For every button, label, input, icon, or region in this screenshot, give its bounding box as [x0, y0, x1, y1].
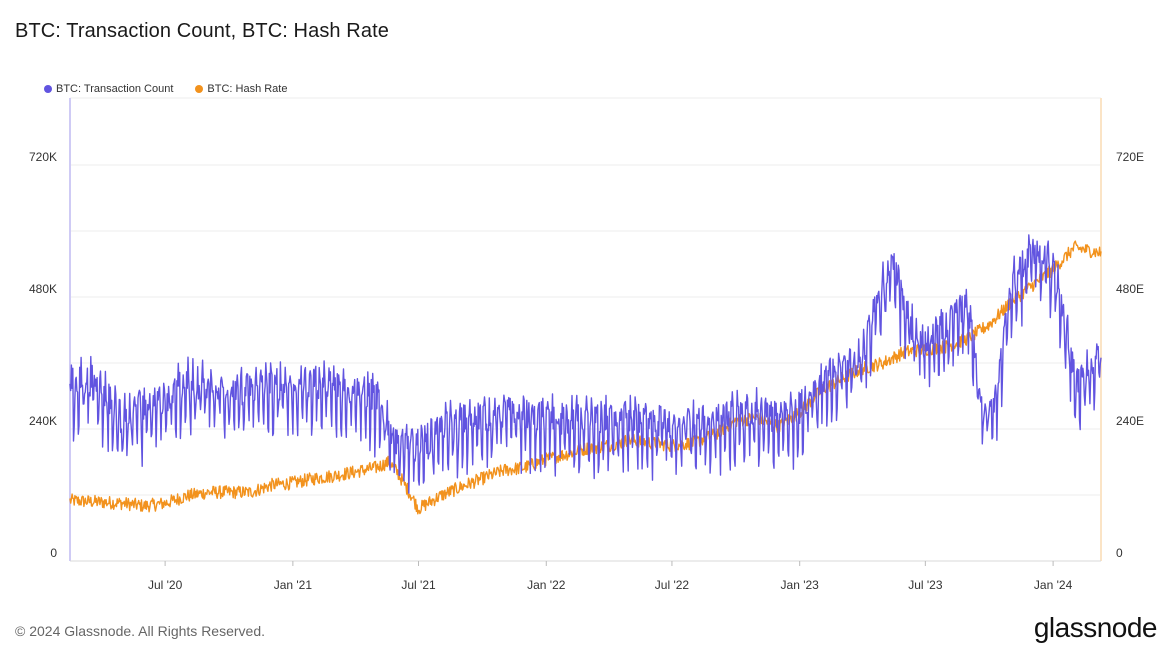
series-line-hash-rate — [69, 240, 1102, 515]
legend-swatch-transaction-count — [44, 85, 52, 93]
y-left-tick-label: 720K — [29, 150, 57, 164]
chart-title: BTC: Transaction Count, BTC: Hash Rate — [15, 20, 389, 42]
y-right-tick-label: 720E — [1116, 150, 1144, 164]
legend-item-hash-rate[interactable]: BTC: Hash Rate — [195, 83, 287, 95]
y-left-tick-label: 480K — [29, 282, 57, 296]
x-tick-label: Jul '21 — [401, 578, 436, 592]
legend: BTC: Transaction Count BTC: Hash Rate — [44, 83, 287, 95]
copyright: © 2024 Glassnode. All Rights Reserved. — [15, 623, 266, 639]
legend-label-hash-rate: BTC: Hash Rate — [207, 83, 288, 95]
legend-label-transaction-count: BTC: Transaction Count — [56, 83, 174, 95]
legend-swatch-hash-rate — [195, 85, 204, 93]
x-tick-label: Jan '24 — [1034, 578, 1073, 592]
y-right-tick-label: 240E — [1116, 414, 1144, 428]
x-tick-label: Jul '20 — [148, 578, 183, 592]
x-tick-label: Jan '22 — [527, 578, 566, 592]
x-tick-label: Jul '22 — [655, 578, 690, 592]
x-tick-label: Jan '21 — [274, 578, 313, 592]
glassnode-logo[interactable]: glassnode — [1033, 612, 1158, 643]
y-left-tick-label: 0 — [50, 546, 57, 560]
y-right-tick-label: 480E — [1116, 282, 1144, 296]
series-line-transaction-count — [69, 234, 1102, 494]
y-left-tick-label: 240K — [29, 414, 57, 428]
x-tick-label: Jul '23 — [908, 578, 943, 592]
x-tick-label: Jan '23 — [781, 578, 820, 592]
legend-item-transaction-count[interactable]: BTC: Transaction Count — [44, 83, 173, 95]
y-right-tick-label: 0 — [1116, 546, 1123, 560]
